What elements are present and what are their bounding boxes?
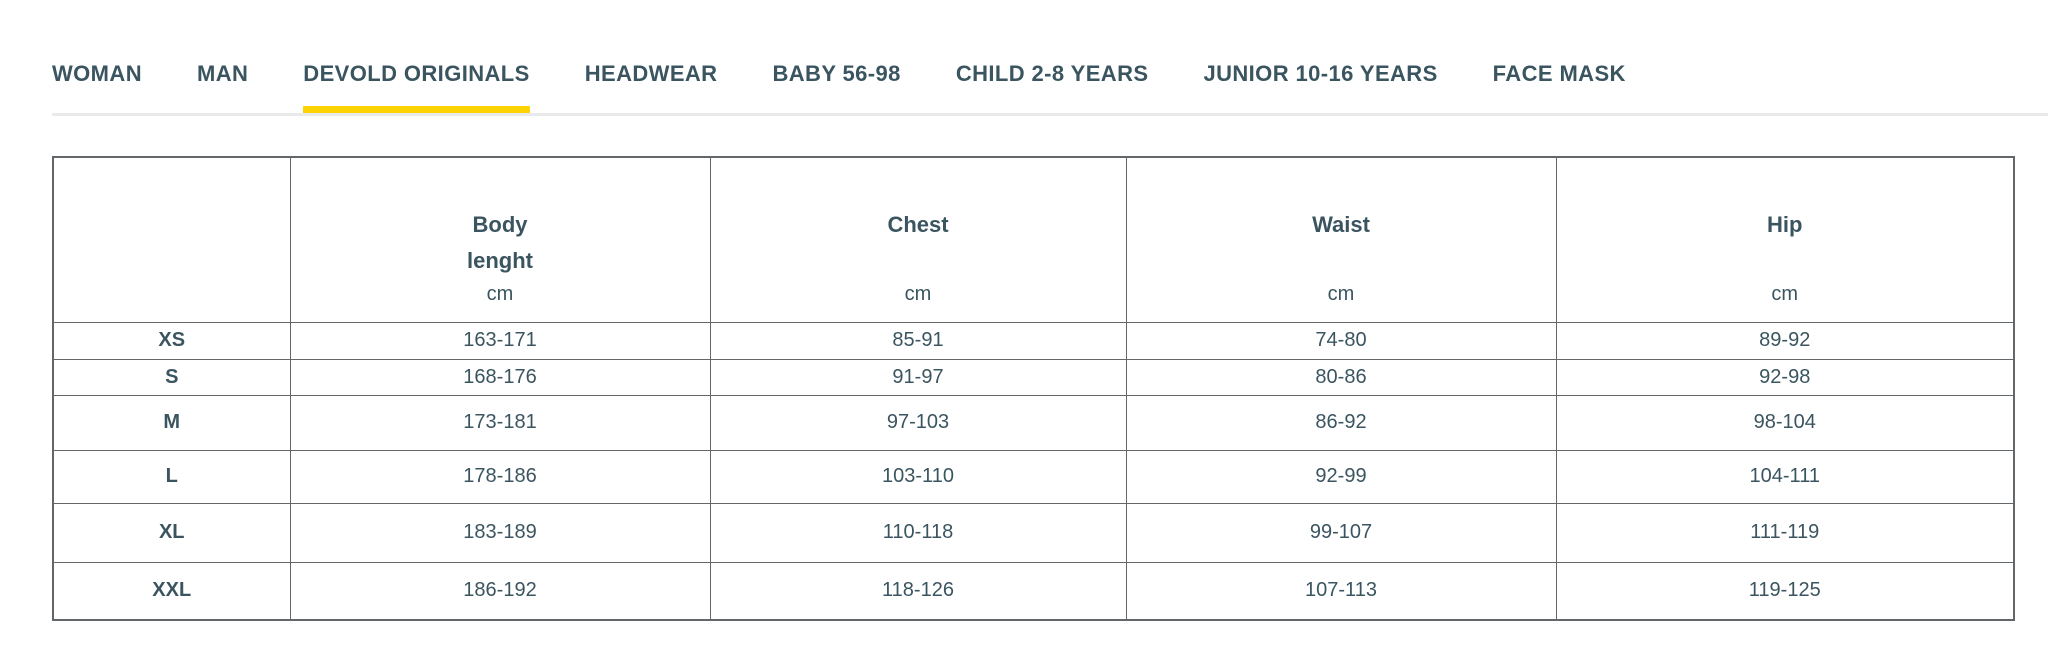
tab-devold-originals[interactable]: DEVOLD ORIGINALS <box>303 60 531 113</box>
header-chest-unit: cm <box>904 282 932 305</box>
hip-cell: 111-119 <box>1555 502 2015 563</box>
header-body-length: Body lenght cm <box>289 156 711 323</box>
body-length-cell: 183-189 <box>289 502 711 563</box>
size-cell: XS <box>52 321 291 360</box>
size-cell: L <box>52 449 291 504</box>
table-row: XS 163-171 85-91 74-80 89-92 <box>52 321 2015 360</box>
hip-cell: 89-92 <box>1555 321 2015 360</box>
size-guide-tab-bar: WOMAN MAN DEVOLD ORIGINALS HEADWEAR BABY… <box>52 0 2048 116</box>
body-length-cell: 163-171 <box>289 321 711 360</box>
table-row: M 173-181 97-103 86-92 98-104 <box>52 394 2015 451</box>
tab-face-mask[interactable]: FACE MASK <box>1492 61 1626 86</box>
waist-cell: 74-80 <box>1125 321 1557 360</box>
header-size-column <box>52 156 291 323</box>
header-hip-label: Hip <box>1767 211 1803 237</box>
table-row: XL 183-189 110-118 99-107 111-119 <box>52 502 2015 563</box>
waist-cell: 99-107 <box>1125 502 1557 563</box>
header-hip-unit: cm <box>1771 282 1799 305</box>
table-row: L 178-186 103-110 92-99 104-111 <box>52 449 2015 504</box>
header-body-length-unit: cm <box>486 282 514 305</box>
chest-cell: 118-126 <box>709 561 1127 621</box>
size-cell: XXL <box>52 561 291 621</box>
header-chest-label: Chest <box>887 211 949 237</box>
hip-cell: 104-111 <box>1555 449 2015 504</box>
header-chest: Chest cm <box>709 156 1127 323</box>
size-chart-section: Body lenght cm Chest cm Waist cm Hip cm <box>52 156 2015 621</box>
body-length-cell: 173-181 <box>289 394 711 451</box>
tab-headwear[interactable]: HEADWEAR <box>584 61 718 86</box>
header-hip: Hip cm <box>1555 156 2015 323</box>
table-row: XXL 186-192 118-126 107-113 119-125 <box>52 561 2015 621</box>
chest-cell: 97-103 <box>709 394 1127 451</box>
waist-cell: 107-113 <box>1125 561 1557 621</box>
waist-cell: 92-99 <box>1125 449 1557 504</box>
tab-man[interactable]: MAN <box>196 61 249 86</box>
size-cell: XL <box>52 502 291 563</box>
size-cell: S <box>52 358 291 396</box>
size-chart-table: Body lenght cm Chest cm Waist cm Hip cm <box>52 156 2015 621</box>
header-body-length-label: Body lenght <box>467 211 533 273</box>
header-waist: Waist cm <box>1125 156 1557 323</box>
table-header-row: Body lenght cm Chest cm Waist cm Hip cm <box>52 156 2015 323</box>
chest-cell: 103-110 <box>709 449 1127 504</box>
chest-cell: 110-118 <box>709 502 1127 563</box>
tab-junior-10-16-years[interactable]: JUNIOR 10-16 YEARS <box>1203 61 1438 86</box>
size-cell: M <box>52 394 291 451</box>
hip-cell: 92-98 <box>1555 358 2015 396</box>
header-waist-unit: cm <box>1327 282 1355 305</box>
waist-cell: 86-92 <box>1125 394 1557 451</box>
hip-cell: 119-125 <box>1555 561 2015 621</box>
body-length-cell: 186-192 <box>289 561 711 621</box>
tab-baby-56-98[interactable]: BABY 56-98 <box>772 61 901 86</box>
tab-list: WOMAN MAN DEVOLD ORIGINALS HEADWEAR BABY… <box>52 60 2048 113</box>
chest-cell: 91-97 <box>709 358 1127 396</box>
body-length-cell: 168-176 <box>289 358 711 396</box>
body-length-cell: 178-186 <box>289 449 711 504</box>
table-row: S 168-176 91-97 80-86 92-98 <box>52 358 2015 396</box>
tab-woman[interactable]: WOMAN <box>52 61 142 86</box>
hip-cell: 98-104 <box>1555 394 2015 451</box>
header-waist-label: Waist <box>1312 211 1370 237</box>
tab-child-2-8-years[interactable]: CHILD 2-8 YEARS <box>955 61 1149 86</box>
waist-cell: 80-86 <box>1125 358 1557 396</box>
chest-cell: 85-91 <box>709 321 1127 360</box>
